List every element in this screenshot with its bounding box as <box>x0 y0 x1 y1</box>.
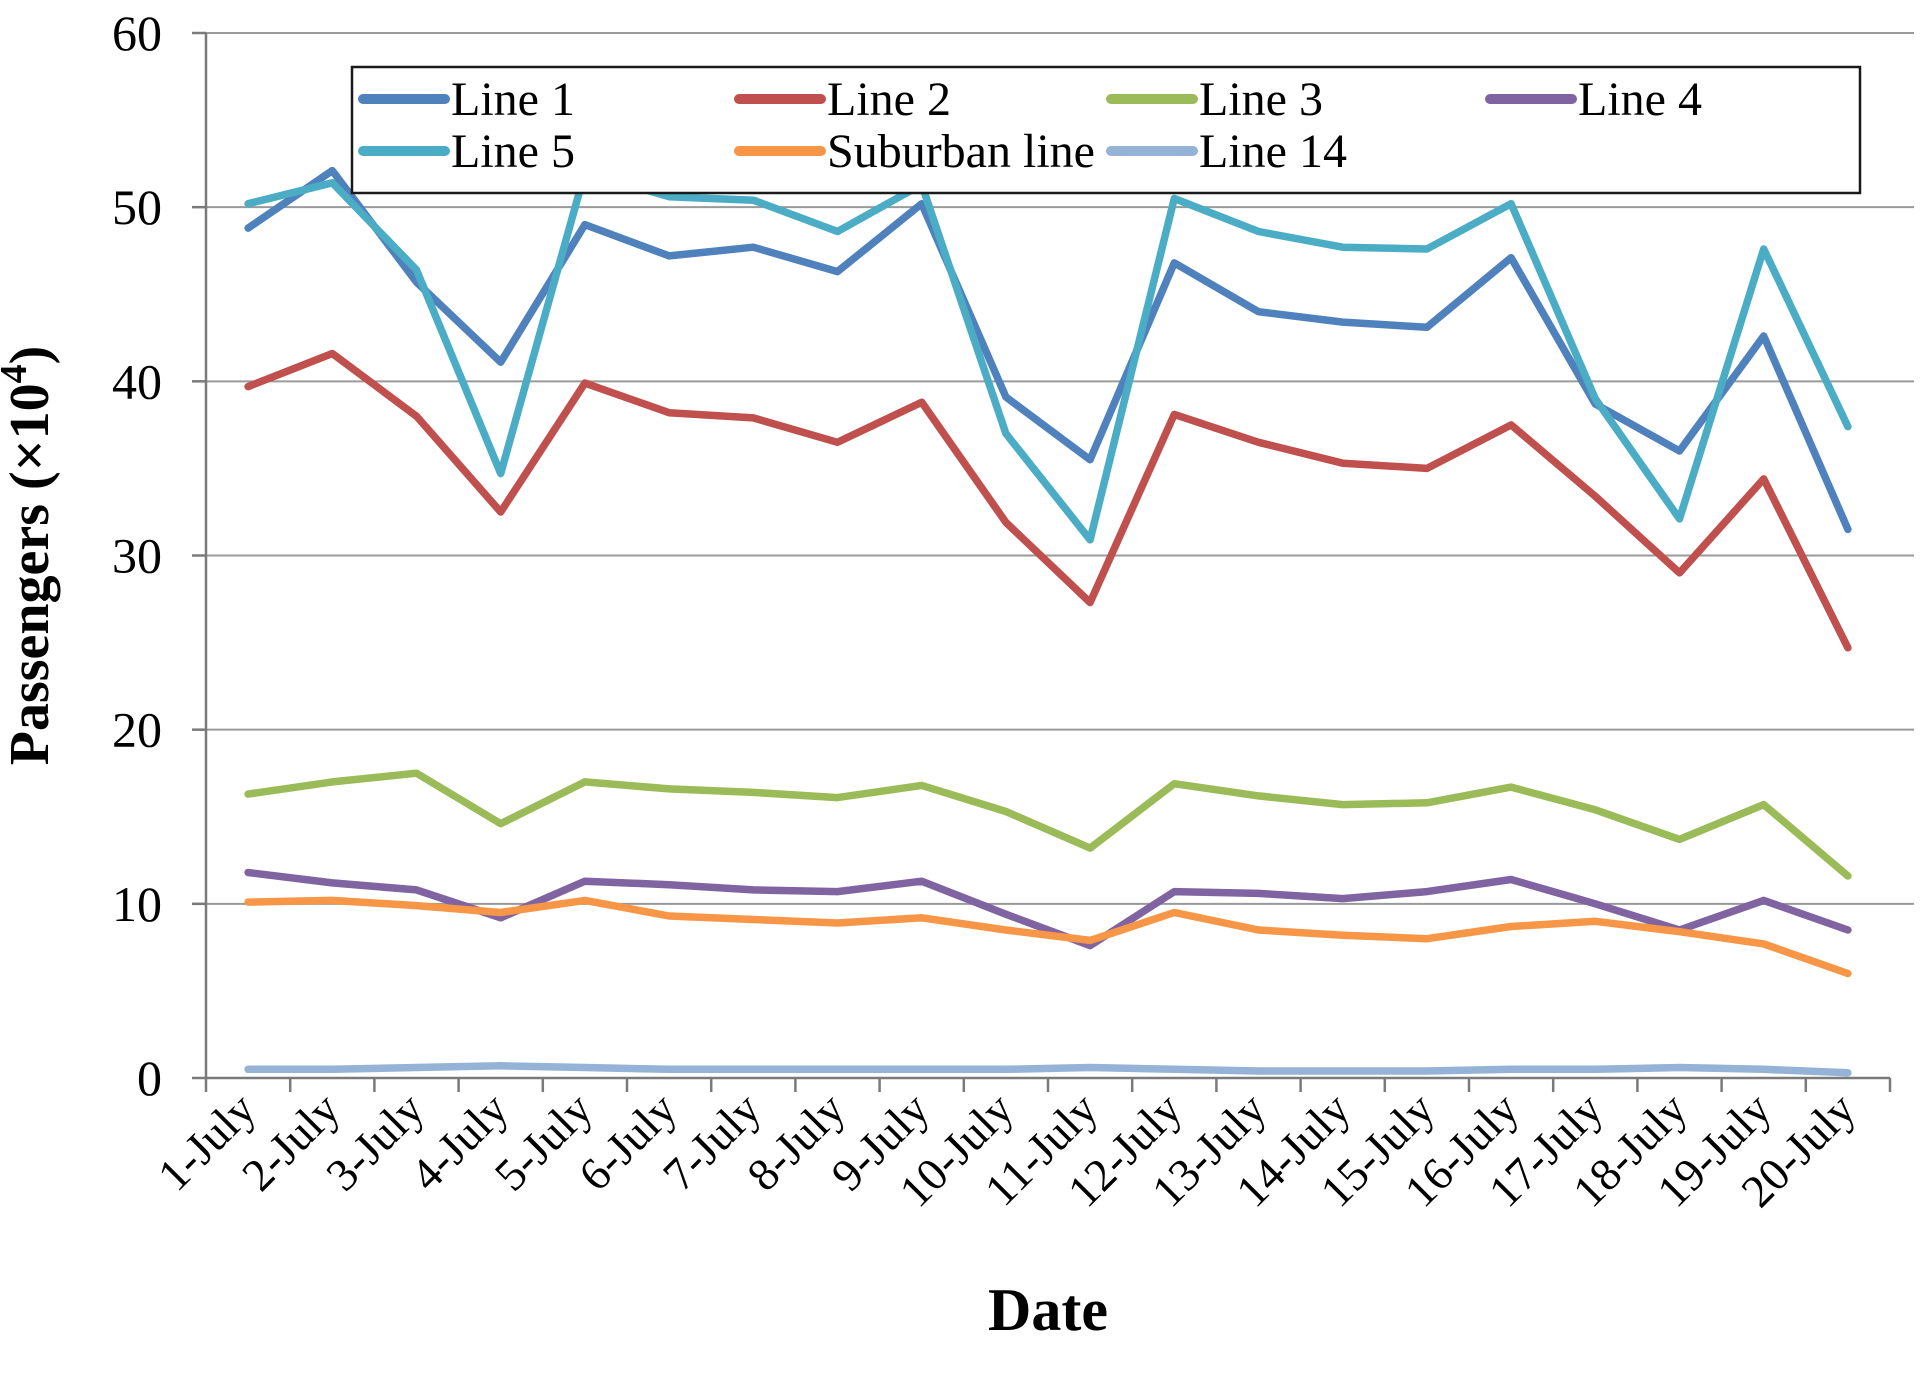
legend: Line 1 Line 2 Line 3 Line 4 Line 5 Suburban l… <box>350 65 1862 195</box>
y-tick-label-20: 20 <box>112 702 162 758</box>
x-tick-label-6: 6-July <box>569 1083 686 1200</box>
gridlines <box>206 32 1914 905</box>
series-line-line-2 <box>244 349 1852 652</box>
series-line-line-3 <box>244 769 1852 880</box>
y-tick-label-30: 30 <box>112 528 162 584</box>
x-tick-labels: 1-July2-July3-July4-July5-July6-July7-Ju… <box>148 1083 1865 1217</box>
series-line-line-14 <box>244 1062 1852 1077</box>
legend-label-line-3: Line 3 <box>1199 73 1323 126</box>
axes <box>192 31 1892 1092</box>
legend-item-line-2: Line 2 <box>734 73 951 126</box>
legend-box <box>350 65 1862 195</box>
y-tick-label-10: 10 <box>112 876 162 932</box>
y-tick-label-50: 50 <box>112 179 162 235</box>
legend-item-line-3: Line 3 <box>1106 73 1323 126</box>
x-tick-label-7: 7-July <box>653 1083 770 1200</box>
legend-item-line-4: Line 4 <box>1485 73 1702 126</box>
legend-label-line-1: Line 1 <box>451 73 575 126</box>
y-tick-label-40: 40 <box>112 353 162 409</box>
series-line-line-5 <box>244 168 1852 544</box>
y-tick-label-60: 60 <box>112 5 162 61</box>
series-lines <box>244 166 1852 1077</box>
x-tick-label-8: 8-July <box>737 1083 854 1200</box>
legend-label-line-14: Line 14 <box>1199 125 1347 178</box>
legend-item-line-5: Line 5 <box>358 125 575 178</box>
y-tick-label-0: 0 <box>137 1050 162 1106</box>
x-tick-label-4: 4-July <box>400 1083 517 1200</box>
series-line-suburban-line <box>244 896 1852 978</box>
legend-label-line-5: Line 5 <box>451 125 575 178</box>
legend-label-suburban-line: Suburban line <box>827 125 1095 178</box>
x-tick-label-1: 1-July <box>148 1083 265 1200</box>
legend-label-line-4: Line 4 <box>1578 73 1702 126</box>
y-axis-title: Passengers (×104) <box>0 346 61 766</box>
legend-label-line-2: Line 2 <box>827 73 951 126</box>
y-tick-labels: 0 10 20 30 40 50 60 <box>112 5 162 1106</box>
legend-item-suburban-line: Suburban line <box>734 125 1095 178</box>
series-line-line-1 <box>244 166 1852 534</box>
x-axis-title: Date <box>988 1277 1108 1343</box>
x-tick-label-5: 5-July <box>485 1083 602 1200</box>
legend-item-line-1: Line 1 <box>358 73 575 126</box>
legend-item-line-14: Line 14 <box>1106 125 1347 178</box>
x-tick-label-3: 3-July <box>316 1083 433 1200</box>
x-tick-label-2: 2-July <box>232 1083 349 1200</box>
